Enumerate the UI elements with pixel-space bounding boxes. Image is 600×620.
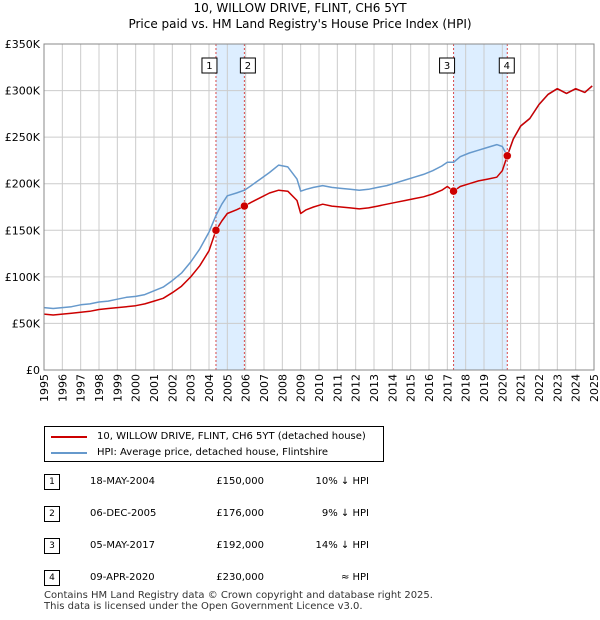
sale-price: £176,000 bbox=[216, 508, 264, 519]
x-tick-label: 1995 bbox=[38, 374, 51, 402]
y-tick-label: £150K bbox=[5, 224, 41, 237]
x-tick-label: 2017 bbox=[441, 374, 454, 402]
chart-title: 10, WILLOW DRIVE, FLINT, CH6 5YT Price p… bbox=[0, 0, 600, 32]
sale-row: 3 05-MAY-2017 £192,000 14% ↓ HPI bbox=[44, 538, 564, 554]
x-tick-label: 2009 bbox=[295, 374, 308, 402]
chart-legend: 10, WILLOW DRIVE, FLINT, CH6 5YT (detach… bbox=[44, 426, 384, 462]
sale-number-badge: 3 bbox=[44, 538, 60, 554]
sale-price: £192,000 bbox=[216, 540, 264, 551]
sale-hpi-comparison: 10% ↓ HPI bbox=[315, 476, 369, 487]
sale-number-badge: 2 bbox=[44, 506, 60, 522]
legend-label-hpi: HPI: Average price, detached house, Flin… bbox=[97, 447, 329, 458]
hpi-line bbox=[43, 85, 593, 310]
x-tick-label: 2003 bbox=[185, 374, 198, 402]
property-price-line bbox=[43, 85, 593, 316]
sale-marker bbox=[449, 186, 458, 196]
x-tick-label: 2001 bbox=[148, 374, 161, 402]
sale-number-label: 4 bbox=[504, 61, 510, 72]
x-tick-label: 2011 bbox=[331, 374, 344, 402]
sale-number-box bbox=[201, 57, 218, 74]
sale-period-band bbox=[453, 44, 508, 370]
sale-number-label: 2 bbox=[245, 61, 251, 72]
x-tick-label: 2025 bbox=[588, 374, 600, 402]
x-tick-label: 2016 bbox=[423, 374, 436, 402]
legend-swatch-property bbox=[51, 436, 87, 438]
plot-frame bbox=[43, 43, 595, 371]
sale-date: 18-MAY-2004 bbox=[90, 476, 156, 487]
sale-number-labels: 1 2 3 4 bbox=[201, 57, 515, 74]
footer-line1: Contains HM Land Registry data © Crown c… bbox=[44, 590, 433, 601]
chart-grid bbox=[43, 43, 595, 371]
y-tick-label: £100K bbox=[5, 271, 41, 284]
y-tick-label: £300K bbox=[5, 85, 41, 98]
footer-attribution: Contains HM Land Registry data © Crown c… bbox=[44, 590, 433, 612]
x-tick-label: 2019 bbox=[478, 374, 491, 402]
sale-marker bbox=[240, 201, 249, 211]
footer-line2: This data is licensed under the Open Gov… bbox=[44, 601, 363, 612]
x-tick-label: 1997 bbox=[75, 374, 88, 402]
sale-date: 09-APR-2020 bbox=[90, 572, 155, 583]
x-tick-label: 2021 bbox=[515, 374, 528, 402]
sale-price: £230,000 bbox=[216, 572, 264, 583]
x-tick-label: 2004 bbox=[203, 374, 216, 402]
x-tick-label: 2024 bbox=[570, 374, 583, 402]
sale-marker bbox=[211, 226, 221, 235]
legend-item-property: 10, WILLOW DRIVE, FLINT, CH6 5YT (detach… bbox=[45, 429, 383, 445]
legend-swatch-hpi bbox=[51, 452, 87, 454]
x-tick-label: 1998 bbox=[93, 374, 106, 402]
price-chart: £0 £50K £100K £150K £200K £250K £300K £350K 1995… bbox=[5, 38, 600, 402]
x-tick-label: 2023 bbox=[551, 374, 564, 402]
x-tick-label: 2022 bbox=[533, 374, 546, 402]
legend-item-hpi: HPI: Average price, detached house, Flin… bbox=[45, 445, 383, 461]
x-tick-label: 1999 bbox=[111, 374, 124, 402]
y-tick-label: £0 bbox=[26, 364, 40, 377]
chart-title-line1: 10, WILLOW DRIVE, FLINT, CH6 5YT bbox=[193, 1, 407, 15]
x-tick-label: 2010 bbox=[313, 374, 326, 402]
chart-series bbox=[43, 85, 593, 316]
sale-price: £150,000 bbox=[216, 476, 264, 487]
y-tick-label: £200K bbox=[5, 178, 41, 191]
x-tick-label: 2008 bbox=[276, 374, 289, 402]
sale-date: 06-DEC-2005 bbox=[90, 508, 157, 519]
sale-number-badge: 1 bbox=[44, 474, 60, 490]
y-tick-label: £50K bbox=[12, 317, 41, 330]
sale-marker bbox=[503, 151, 512, 161]
sale-hpi-comparison: ≈ HPI bbox=[340, 572, 369, 583]
legend-label-property: 10, WILLOW DRIVE, FLINT, CH6 5YT (detach… bbox=[97, 431, 366, 442]
sale-number-box bbox=[498, 57, 515, 74]
sale-hpi-comparison: 14% ↓ HPI bbox=[315, 540, 369, 551]
y-tick-label: £350K bbox=[5, 38, 41, 51]
sale-period-bands bbox=[215, 44, 508, 370]
y-tick-label: £250K bbox=[5, 131, 41, 144]
x-tick-label: 2005 bbox=[221, 374, 234, 402]
sale-row: 4 09-APR-2020 £230,000 ≈ HPI bbox=[44, 570, 564, 586]
x-tick-label: 2012 bbox=[350, 374, 363, 402]
x-tick-label: 2006 bbox=[240, 374, 253, 402]
x-tick-label: 2015 bbox=[405, 374, 418, 402]
chart-axes: £0 £50K £100K £150K £200K £250K £300K £350K 1995… bbox=[5, 38, 600, 402]
x-tick-label: 1996 bbox=[56, 374, 69, 402]
x-tick-label: 2020 bbox=[496, 374, 509, 402]
sale-markers bbox=[211, 151, 512, 235]
sale-hpi-comparison: 9% ↓ HPI bbox=[321, 508, 369, 519]
sale-number-label: 1 bbox=[206, 61, 212, 72]
x-tick-label: 2002 bbox=[166, 374, 179, 402]
x-tick-label: 2007 bbox=[258, 374, 271, 402]
sale-row: 2 06-DEC-2005 £176,000 9% ↓ HPI bbox=[44, 506, 564, 522]
sale-date: 05-MAY-2017 bbox=[90, 540, 156, 551]
sale-number-label: 3 bbox=[444, 61, 450, 72]
x-tick-label: 2000 bbox=[130, 374, 143, 402]
chart-title-line2: Price paid vs. HM Land Registry's House … bbox=[128, 17, 472, 31]
x-tick-label: 2014 bbox=[386, 374, 399, 402]
x-tick-label: 2018 bbox=[460, 374, 473, 402]
sale-row: 1 18-MAY-2004 £150,000 10% ↓ HPI bbox=[44, 474, 564, 490]
x-tick-label: 2013 bbox=[368, 374, 381, 402]
sale-number-badge: 4 bbox=[44, 570, 60, 586]
sale-number-box bbox=[239, 57, 256, 74]
sale-number-box bbox=[439, 57, 456, 74]
